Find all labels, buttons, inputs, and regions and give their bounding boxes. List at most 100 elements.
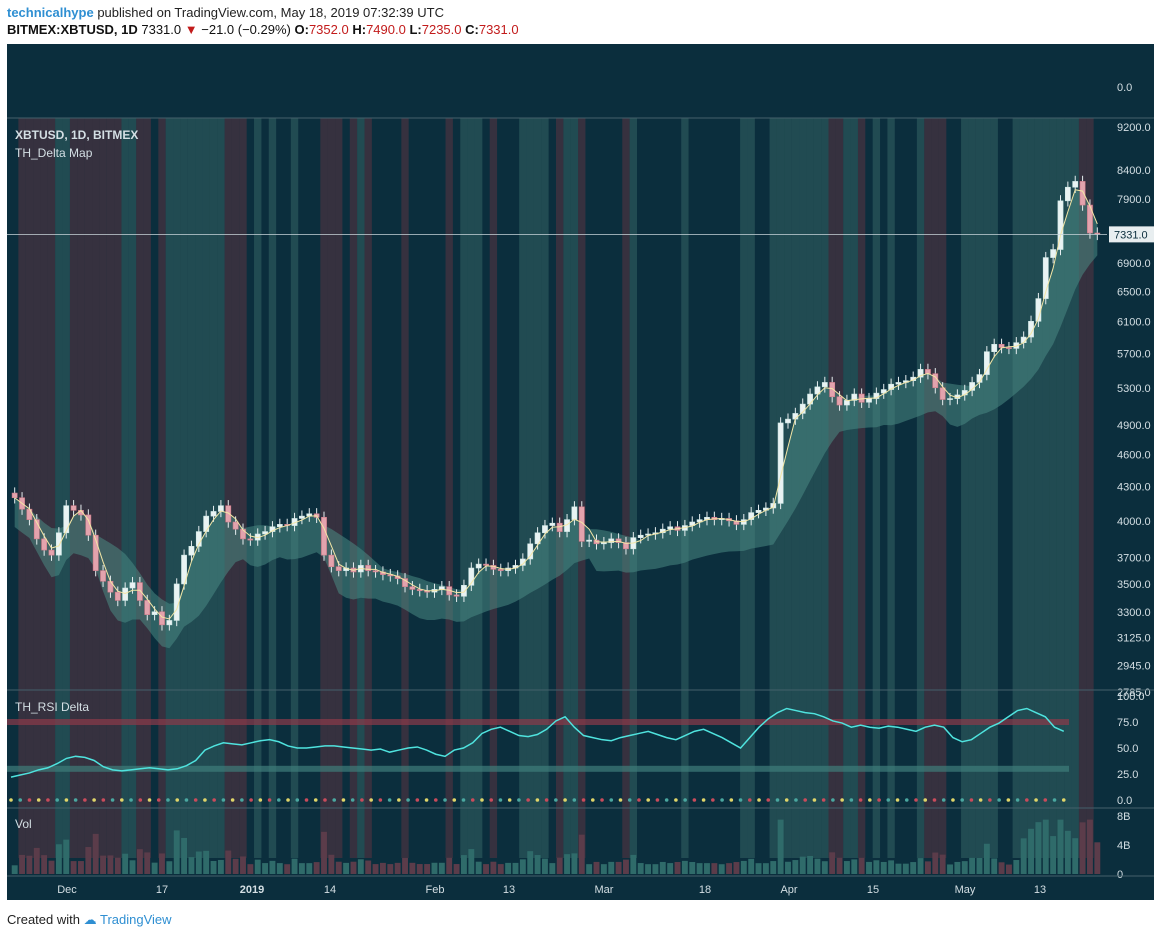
volume-bar	[748, 858, 755, 874]
candle-body	[556, 522, 563, 532]
candle-body	[63, 505, 70, 534]
volume-bar	[431, 862, 438, 874]
top-pane-axis-label: 0.0	[1117, 82, 1132, 94]
chart-svg[interactable]: 0.0 9200.0 8400.0 7900.0 6900.0 6500.0 6100.0 5…	[7, 44, 1154, 900]
price-tick-label: 3500.0	[1117, 579, 1151, 591]
candle-body	[402, 578, 408, 587]
candle-body	[55, 532, 62, 556]
signal-dot	[877, 798, 881, 802]
candle-body	[519, 558, 526, 566]
chart-area[interactable]: 0.0 9200.0 8400.0 7900.0 6900.0 6500.0 6100.0 5…	[7, 44, 1154, 900]
volume-bar	[144, 852, 151, 874]
signal-dot	[757, 798, 761, 802]
candle-body	[615, 538, 622, 543]
regime-band	[857, 118, 866, 858]
volume-tick-label: 4B	[1117, 840, 1130, 852]
volume-bar	[497, 864, 504, 874]
signal-dot	[923, 798, 928, 802]
candle-body	[372, 570, 379, 573]
price-tick-label: 2945.0	[1117, 661, 1151, 673]
regime-band	[887, 118, 895, 858]
signal-dot	[1052, 798, 1057, 802]
close-label: C:	[465, 22, 479, 37]
regime-band	[1086, 118, 1094, 858]
price-tick-label: 6500.0	[1117, 286, 1151, 298]
signal-dot	[932, 798, 937, 802]
signal-dot	[9, 798, 13, 802]
volume-bar	[1028, 828, 1034, 874]
price-tick-label: 6100.0	[1117, 316, 1151, 328]
signal-dot	[1061, 798, 1066, 802]
signal-dot	[507, 798, 512, 802]
volume-bar	[372, 864, 379, 874]
time-tick-label: 18	[699, 884, 711, 896]
regime-band	[401, 118, 409, 858]
regime-band	[62, 118, 70, 858]
author-name[interactable]: technicalhype	[7, 5, 94, 20]
signal-dot	[55, 798, 59, 802]
price-tick-label: 4600.0	[1117, 450, 1151, 462]
volume-bar	[453, 864, 460, 874]
volume-bar	[107, 855, 114, 874]
signal-dot	[83, 798, 87, 802]
signal-dot	[424, 798, 429, 802]
regime-band	[239, 118, 247, 858]
regime-band	[622, 118, 630, 858]
volume-bar	[807, 855, 814, 874]
candle-body	[210, 511, 217, 517]
signal-dot	[1006, 798, 1011, 802]
candle-body	[26, 508, 33, 520]
candle-body	[247, 538, 254, 541]
volume-bar	[468, 849, 475, 874]
time-tick-label: Apr	[780, 884, 797, 896]
volume-bar	[151, 862, 158, 874]
regime-band	[556, 118, 564, 858]
volume-bar	[483, 864, 489, 874]
signal-dot	[193, 798, 198, 802]
regime-band	[541, 118, 549, 858]
volume-bar	[623, 859, 629, 874]
regime-band	[128, 118, 137, 858]
signal-dot	[1015, 798, 1020, 802]
high-value: 7490.0	[366, 22, 406, 37]
candle-body	[321, 516, 327, 556]
signal-dot	[692, 798, 697, 802]
volume-bar	[843, 861, 850, 874]
candle-body	[114, 591, 121, 601]
signal-dot	[295, 798, 300, 802]
regime-band	[136, 118, 144, 858]
signal-dot	[766, 798, 771, 802]
regime-band	[843, 118, 851, 858]
signal-dot	[535, 798, 540, 802]
candle-body	[866, 398, 872, 403]
signal-dot	[92, 798, 96, 802]
signal-dot	[147, 798, 152, 802]
regime-band	[99, 118, 107, 858]
signal-dot	[1025, 798, 1029, 802]
candle-body	[983, 351, 990, 375]
candle-body	[100, 570, 106, 582]
signal-dot	[397, 798, 401, 802]
signal-dot	[997, 798, 1001, 802]
volume-bar	[689, 862, 696, 874]
candle-body	[829, 382, 836, 398]
candle-body	[1057, 200, 1064, 250]
price-tick-label: 3125.0	[1117, 633, 1151, 645]
signal-dot	[387, 798, 392, 802]
volume-bar	[991, 858, 998, 874]
volume-bar	[652, 864, 659, 874]
regime-band	[195, 118, 203, 858]
candle-body	[623, 542, 629, 550]
price-tick-label: 3300.0	[1117, 607, 1151, 619]
candle-body	[144, 600, 151, 615]
signal-dot	[554, 798, 558, 802]
publish-header: technicalhype published on TradingView.c…	[7, 5, 444, 20]
signal-dot	[267, 798, 272, 802]
tradingview-link[interactable]: TradingView	[100, 912, 172, 927]
volume-bar	[976, 857, 983, 874]
signal-dot	[369, 798, 373, 802]
volume-bar	[880, 861, 887, 874]
regime-band	[570, 118, 579, 858]
volume-bar	[159, 853, 165, 874]
candle-body	[1042, 257, 1049, 299]
